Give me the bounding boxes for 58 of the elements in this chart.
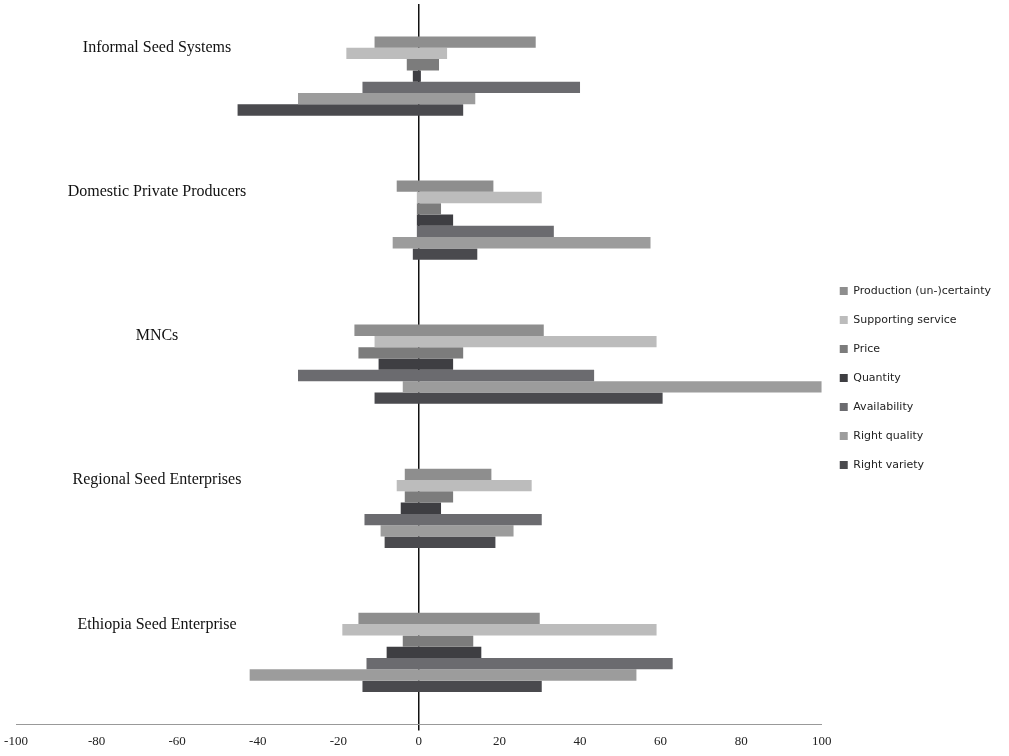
x-tick-label: -20: [329, 732, 347, 748]
bar: [374, 392, 663, 404]
y-tick-label: MNCs: [135, 326, 179, 344]
bar: [392, 237, 651, 249]
legend-label: Right quality: [853, 428, 924, 442]
y-tick-label: Domestic Private Producers: [67, 182, 247, 200]
bar: [364, 513, 542, 526]
x-tick-label: 20: [492, 732, 506, 748]
bar: [298, 369, 595, 382]
bar: [416, 214, 454, 226]
bar: [386, 646, 482, 659]
legend-label: Right variety: [853, 457, 925, 471]
legend-label: Price: [853, 341, 881, 355]
x-tick-label: -60: [168, 732, 186, 748]
legend-label: Quantity: [853, 370, 902, 384]
bar: [362, 81, 581, 94]
bar: [354, 324, 544, 336]
bar: [298, 93, 476, 105]
legend-label: Availability: [853, 399, 914, 413]
x-tick-label: 40: [573, 732, 587, 748]
bar: [358, 347, 464, 359]
bar: [366, 658, 673, 670]
bar: [342, 624, 657, 636]
y-tick-label: Informal Seed Systems: [82, 38, 232, 57]
x-tick-label: 100: [811, 732, 832, 748]
bar: [384, 536, 496, 548]
bar: [402, 635, 474, 647]
bar: [402, 381, 822, 393]
bar: [362, 680, 542, 692]
legend-label: Supporting service: [853, 312, 957, 326]
bar: [404, 468, 492, 480]
bar: [374, 36, 536, 48]
bar: [412, 70, 421, 82]
y-tick-label: Ethiopia Seed Enterprise: [77, 614, 237, 633]
bar: [358, 612, 540, 625]
x-tick-label: -40: [249, 732, 267, 748]
bar: [237, 104, 464, 116]
bar: [378, 358, 454, 370]
bar: [404, 491, 454, 503]
x-tick-label: 0: [415, 732, 423, 748]
bar: [416, 191, 542, 204]
bar: [416, 225, 554, 238]
x-tick-label: 60: [654, 732, 668, 748]
x-tick-label: -80: [87, 732, 106, 748]
legend-label: Production (un-)certainty: [853, 283, 992, 297]
x-tick-label: 80: [734, 732, 748, 748]
bar: [412, 248, 478, 260]
bar: [396, 479, 532, 492]
bar: [249, 669, 637, 681]
y-tick-label: Regional Seed Enterprises: [72, 470, 242, 489]
bar: [406, 59, 440, 71]
bar: [374, 335, 657, 348]
bar: [416, 203, 442, 215]
bar: [380, 525, 514, 537]
bar: [346, 47, 448, 60]
bar: [400, 502, 442, 514]
x-tick-label: -100: [4, 732, 28, 748]
bar: [396, 180, 494, 192]
